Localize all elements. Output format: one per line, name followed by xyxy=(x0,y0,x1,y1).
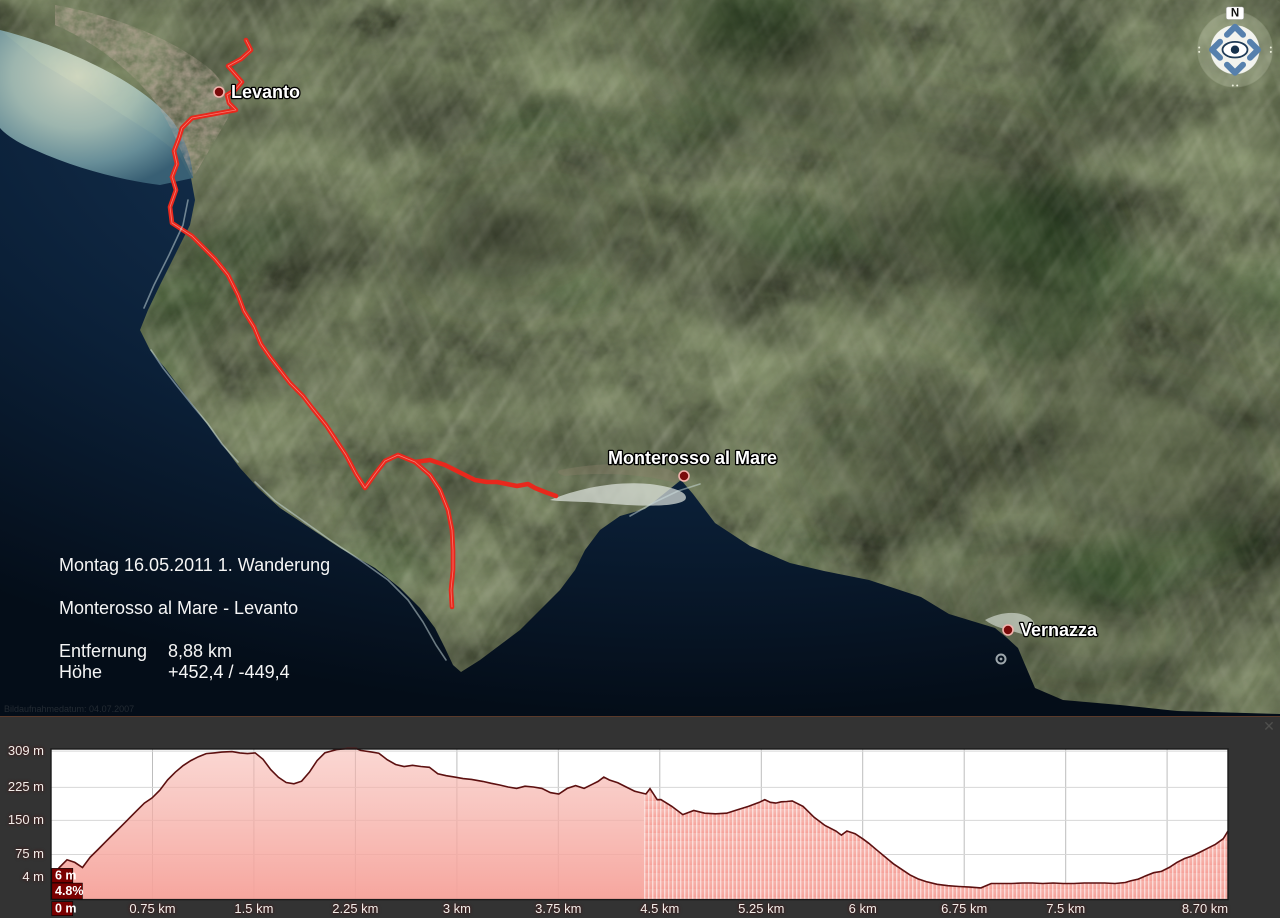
svg-text:7.5 km: 7.5 km xyxy=(1046,901,1085,916)
svg-text:2.25 km: 2.25 km xyxy=(332,901,378,916)
svg-text:+452,4 / -449,4: +452,4 / -449,4 xyxy=(168,662,290,682)
svg-text:225 m: 225 m xyxy=(8,779,44,794)
svg-text:8,88 km: 8,88 km xyxy=(168,641,232,661)
svg-text:6 m: 6 m xyxy=(55,868,77,882)
svg-text:✕: ✕ xyxy=(1263,718,1275,734)
svg-text:Monterosso al Mare: Monterosso al Mare xyxy=(608,448,777,468)
svg-text:Höhe: Höhe xyxy=(59,662,102,682)
svg-text:Vernazza: Vernazza xyxy=(1020,620,1098,640)
svg-text:6.75 km: 6.75 km xyxy=(941,901,987,916)
svg-text:3.75 km: 3.75 km xyxy=(535,901,581,916)
svg-text:3 km: 3 km xyxy=(443,901,471,916)
svg-text:1.5 km: 1.5 km xyxy=(234,901,273,916)
svg-text:4.8%: 4.8% xyxy=(55,884,84,898)
svg-text:4.5 km: 4.5 km xyxy=(640,901,679,916)
svg-text:309 m: 309 m xyxy=(8,743,44,758)
svg-text:0 m: 0 m xyxy=(55,902,77,916)
svg-text:6 km: 6 km xyxy=(849,901,877,916)
svg-text:Montag 16.05.2011 1. Wanderung: Montag 16.05.2011 1. Wanderung xyxy=(59,555,330,575)
svg-text:Levanto: Levanto xyxy=(231,82,300,102)
svg-text:Monterosso al Mare - Levanto: Monterosso al Mare - Levanto xyxy=(59,598,298,618)
svg-text:4 m: 4 m xyxy=(22,869,44,884)
svg-text:8.70 km: 8.70 km xyxy=(1182,901,1228,916)
svg-text:5.25 km: 5.25 km xyxy=(738,901,784,916)
svg-text:N: N xyxy=(1231,7,1239,19)
svg-text:Bildaufnahmedatum: 04.07.2007: Bildaufnahmedatum: 04.07.2007 xyxy=(4,704,134,714)
svg-text:75 m: 75 m xyxy=(15,846,44,861)
svg-text:0.75 km: 0.75 km xyxy=(129,901,175,916)
svg-text:Entfernung: Entfernung xyxy=(59,641,147,661)
svg-text:150 m: 150 m xyxy=(8,812,44,827)
